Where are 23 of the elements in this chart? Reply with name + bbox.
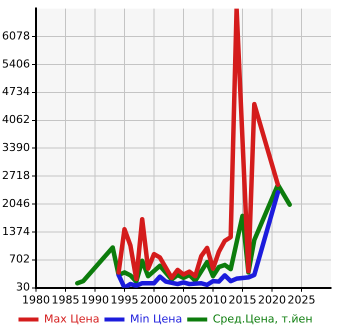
x-tick-label: 1995	[110, 293, 138, 306]
x-tick-label: 2005	[169, 293, 198, 306]
legend-label: Сред.Цена, т.йен	[212, 312, 313, 326]
y-tick-label: 1374	[2, 224, 30, 238]
y-tick-label: 5406	[2, 57, 30, 70]
y-tick-label: 4734	[2, 85, 30, 98]
y-tick-label: 702	[8, 252, 30, 266]
y-tick-label: 30	[16, 280, 30, 294]
legend-label: Max Цена	[44, 312, 100, 326]
y-tick-label: 2718	[2, 168, 30, 182]
x-tick-label: 2000	[140, 293, 168, 306]
x-tick-label: 2015	[228, 293, 256, 306]
legend-label: Min Цена	[130, 312, 182, 326]
x-tick-label: 2025	[288, 293, 316, 306]
x-tick-label: 2020	[258, 293, 286, 306]
y-tick-label: 2046	[2, 196, 30, 210]
y-tick-label: 3390	[2, 141, 30, 154]
x-tick-label: 1990	[80, 293, 109, 306]
x-tick-label: 1980	[22, 293, 50, 306]
y-tick-label: 6078	[2, 29, 30, 42]
y-tick-label: 4062	[2, 113, 30, 126]
x-tick-label: 1985	[51, 293, 80, 306]
x-tick-label: 2010	[199, 293, 227, 306]
